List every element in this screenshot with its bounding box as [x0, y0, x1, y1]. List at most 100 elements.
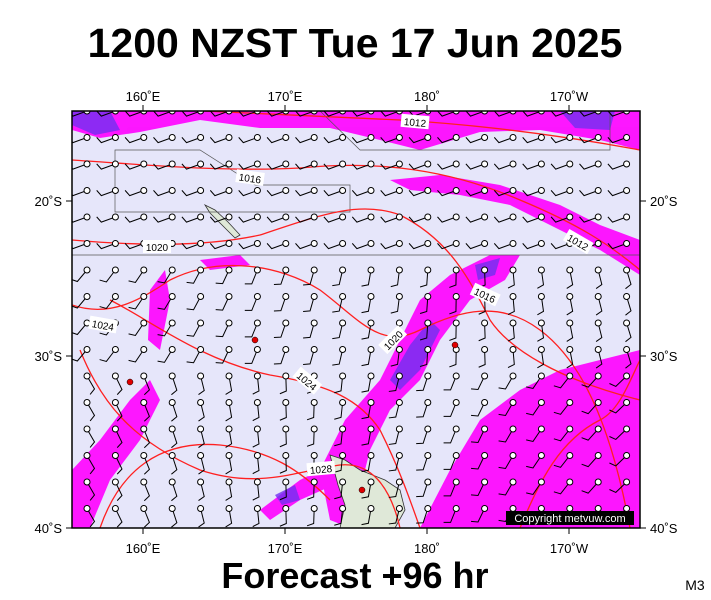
barb: [171, 508, 178, 528]
barb: [625, 269, 632, 290]
barb: [361, 455, 372, 473]
barb: [581, 481, 599, 494]
barb-station: [452, 187, 460, 194]
barb-station: [481, 240, 489, 247]
barb: [351, 137, 372, 144]
barb-station: [140, 399, 148, 406]
barb: [279, 455, 287, 474]
barb-station: [537, 346, 545, 353]
barb: [295, 163, 315, 170]
barb-station: [282, 505, 290, 512]
barb: [498, 428, 514, 443]
barb: [114, 455, 123, 475]
barb-station: [594, 187, 602, 194]
barb-station: [83, 372, 91, 380]
barb-station: [509, 187, 517, 194]
barb-station: [424, 240, 432, 247]
barb-station: [83, 346, 91, 353]
barb-station: [310, 240, 318, 247]
barb: [295, 137, 315, 144]
barb-station: [140, 160, 148, 168]
barb: [553, 375, 571, 389]
barb-station: [395, 505, 403, 512]
lon-label: 170˚E: [268, 541, 303, 556]
isobar-label-bg: [88, 315, 119, 334]
barb-station: [310, 452, 318, 459]
barb: [153, 163, 173, 170]
barb: [609, 481, 627, 494]
barb-station: [367, 478, 375, 486]
barb: [323, 111, 343, 117]
barb: [408, 190, 428, 197]
barb-station: [481, 452, 489, 459]
barb: [522, 137, 542, 144]
barb: [186, 322, 202, 337]
barb-station: [623, 425, 631, 433]
barb-station: [253, 293, 261, 300]
barb-station: [623, 293, 631, 300]
barb-station: [168, 187, 176, 194]
barb: [86, 375, 96, 395]
barb-station: [566, 505, 574, 512]
barb: [526, 402, 542, 416]
barb-station: [253, 372, 261, 380]
barb-station: [83, 452, 91, 459]
heavy-precipitation: [72, 111, 615, 505]
barb-station: [111, 240, 119, 247]
barb-station: [537, 372, 545, 380]
barb: [72, 269, 88, 283]
barb: [96, 111, 116, 117]
lat-label: 20˚S: [650, 194, 678, 209]
barb-station: [339, 240, 347, 247]
barb: [96, 216, 116, 223]
barb-station: [197, 293, 205, 300]
barb-station: [168, 505, 176, 512]
barb-station: [225, 478, 233, 486]
barb: [279, 402, 287, 421]
barb: [566, 322, 574, 342]
barb: [244, 349, 258, 364]
barb-station: [537, 160, 545, 168]
barb: [72, 137, 88, 144]
barb-station: [339, 213, 347, 221]
barb: [279, 375, 287, 395]
lon-label: 180˚: [414, 541, 440, 556]
barb: [526, 375, 542, 389]
barb-station: [623, 134, 631, 141]
barb-station: [367, 293, 375, 300]
barb: [143, 428, 151, 449]
barb: [157, 349, 173, 363]
barb: [493, 137, 514, 144]
barb: [124, 111, 144, 117]
barb-station: [594, 160, 602, 168]
barb: [303, 296, 315, 313]
barb: [437, 216, 457, 223]
barb-station: [168, 319, 176, 327]
barb: [553, 455, 571, 468]
barb: [99, 269, 116, 283]
barb-station: [140, 293, 148, 300]
barb-station: [339, 452, 347, 459]
barb-station: [623, 187, 631, 194]
barb: [334, 402, 344, 420]
barb-station: [623, 372, 631, 380]
barb: [550, 163, 570, 170]
barb-station: [197, 399, 205, 406]
barb: [581, 375, 599, 388]
barb: [303, 349, 315, 366]
barb: [465, 190, 485, 197]
barb: [323, 190, 343, 197]
barb: [416, 455, 429, 471]
barb: [416, 402, 429, 418]
barb: [72, 216, 88, 223]
barb-station: [367, 213, 375, 221]
barb-station: [111, 346, 119, 353]
barb: [507, 296, 515, 315]
barb: [609, 428, 627, 441]
barb: [266, 216, 286, 223]
stations: [126, 336, 459, 494]
barb: [252, 481, 260, 501]
barb: [471, 402, 486, 417]
barb: [493, 163, 514, 170]
